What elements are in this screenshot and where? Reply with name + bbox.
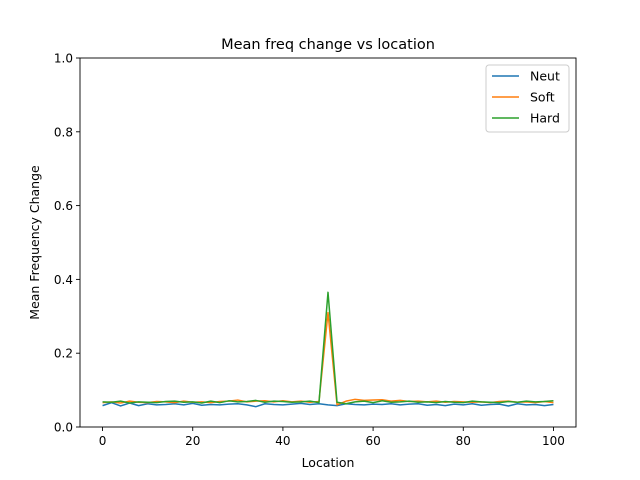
legend-label-neut: Neut — [530, 69, 560, 84]
y-tick-label: 0.2 — [54, 347, 73, 361]
y-tick-label: 0.0 — [54, 421, 73, 435]
y-tick-label: 0.6 — [54, 199, 73, 213]
y-tick-label: 1.0 — [54, 52, 73, 66]
chart-title: Mean freq change vs location — [221, 37, 435, 53]
x-tick-label: 80 — [456, 434, 471, 448]
plot-area-frame — [79, 57, 577, 428]
y-tick-label: 0.8 — [54, 125, 73, 139]
x-tick-label: 0 — [99, 434, 107, 448]
x-tick-label: 20 — [185, 434, 200, 448]
y-axis-ticks: 0.0 0.2 0.4 0.6 0.8 1.0 — [54, 52, 80, 435]
legend-label-soft: Soft — [530, 90, 555, 105]
y-axis-label: Mean Frequency Change — [27, 165, 42, 320]
legend: Neut Soft Hard — [485, 64, 570, 133]
y-tick-label: 0.4 — [54, 273, 73, 287]
x-tick-label: 40 — [275, 434, 290, 448]
x-axis-ticks: 0 20 40 60 80 100 — [99, 427, 565, 448]
legend-label-hard: Hard — [530, 111, 560, 126]
series-line-hard — [102, 291, 554, 405]
legend-frame — [485, 64, 570, 133]
x-axis-label: Location — [302, 455, 355, 470]
x-tick-label: 100 — [542, 434, 565, 448]
x-tick-label: 60 — [365, 434, 380, 448]
plot-series — [102, 291, 554, 408]
series-line-neut — [102, 401, 554, 408]
